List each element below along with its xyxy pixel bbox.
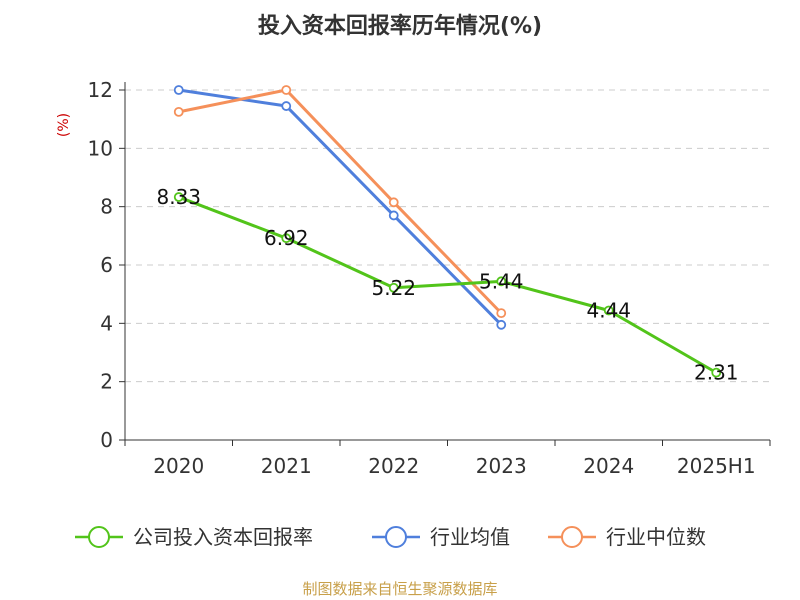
chart-title: 投入资本回报率历年情况(%) <box>258 13 542 39</box>
data-labels: 8.33 6.92 5.22 5.44 4.44 2.31 <box>156 185 738 385</box>
legend: 公司投入资本回报率 行业均值 行业中位数 <box>75 525 706 549</box>
data-point <box>281 85 292 95</box>
legend-label: 行业中位数 <box>606 525 706 549</box>
data-point <box>173 85 184 95</box>
y-tick-label: 4 <box>100 311 113 335</box>
legend-label: 公司投入资本回报率 <box>133 525 313 549</box>
legend-marker <box>88 526 110 548</box>
y-ticks: 0 2 4 6 8 10 12 <box>88 78 125 452</box>
y-tick-label: 8 <box>100 195 113 219</box>
data-point <box>388 282 399 293</box>
y-tick-label: 2 <box>100 370 113 394</box>
axes <box>124 82 770 441</box>
data-point <box>388 210 399 221</box>
data-point <box>281 101 292 111</box>
data-point <box>173 106 184 117</box>
legend-marker <box>561 526 583 548</box>
x-tick-label: 2024 <box>583 454 634 478</box>
series-line <box>178 195 718 374</box>
y-tick-label: 6 <box>100 253 113 277</box>
series-lines <box>173 85 722 378</box>
data-label: 8.33 <box>156 185 201 209</box>
y-tick-label: 12 <box>88 78 113 102</box>
data-point <box>496 308 507 319</box>
data-point <box>603 305 614 316</box>
data-point <box>496 319 507 330</box>
legend-marker <box>385 526 407 548</box>
x-tick-label: 2021 <box>261 454 312 478</box>
legend-label: 行业均值 <box>430 525 510 549</box>
data-point <box>711 367 722 378</box>
series-line <box>178 88 503 326</box>
x-tick-label: 2020 <box>153 454 204 478</box>
data-label: 2.31 <box>694 361 739 385</box>
data-point <box>173 192 184 202</box>
data-label: 4.44 <box>586 299 631 323</box>
grid <box>125 89 770 383</box>
x-tick-label: 2022 <box>368 454 419 478</box>
data-label: 5.22 <box>371 276 416 300</box>
y-tick-label: 10 <box>88 136 113 160</box>
x-tick-label: 2025H1 <box>677 454 756 478</box>
data-point <box>281 233 292 244</box>
y-tick-label: 0 <box>100 428 113 452</box>
series-line <box>178 88 503 315</box>
data-label: 6.92 <box>264 226 309 250</box>
data-label: 5.44 <box>479 269 524 293</box>
y-axis-label: (%) <box>56 113 72 137</box>
x-tick-label: 2023 <box>476 454 527 478</box>
source-note: 制图数据来自恒生聚源数据库 <box>302 580 497 598</box>
data-point <box>388 197 399 208</box>
x-ticks: 2020 2021 2022 2023 2024 2025H1 <box>124 440 771 478</box>
data-point <box>496 276 507 287</box>
